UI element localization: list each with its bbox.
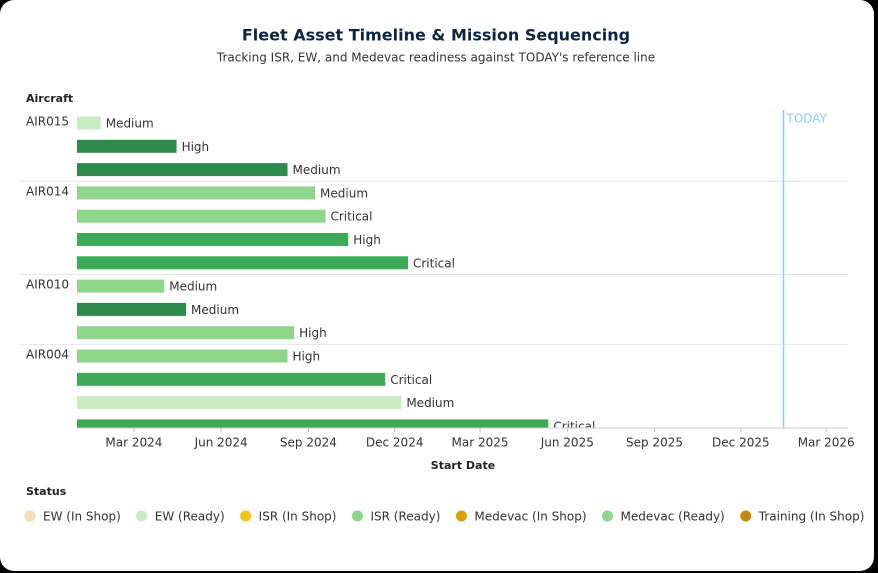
chart-subtitle: Tracking ISR, EW, and Medevac readiness …: [216, 51, 655, 65]
x-tick-label: Mar 2024: [105, 436, 162, 450]
bar-label: Critical: [330, 210, 372, 224]
plot-area: Medium High Medium Medium Critical High Critic…: [77, 116, 595, 433]
legend-label: Medevac (In Shop): [474, 510, 586, 524]
bar-label: High: [293, 350, 321, 364]
bar: [77, 302, 187, 316]
legend-label: Medevac (Ready): [621, 510, 725, 524]
bar: [77, 349, 288, 363]
legend-marker: [351, 510, 363, 522]
bar: [77, 209, 326, 223]
chart-title: Fleet Asset Timeline & Mission Sequencin…: [242, 26, 630, 45]
x-tick-label: Mar 2025: [452, 436, 509, 450]
x-tick-label: Mar 2026: [798, 436, 855, 450]
bar-label: Critical: [390, 373, 432, 387]
y-tick-label: AIR010: [26, 278, 69, 292]
x-axis-title: Start Date: [431, 459, 495, 472]
legend-label: Training (In Shop): [758, 510, 865, 524]
legend-label: EW (Ready): [155, 510, 225, 524]
today-label: TODAY: [786, 112, 828, 126]
legend-marker: [602, 510, 614, 522]
bar-label: Medium: [169, 280, 217, 294]
y-axis-title: Aircraft: [26, 92, 73, 105]
bar: [77, 396, 402, 410]
bar-label: Medium: [191, 303, 239, 317]
bar: [77, 116, 101, 130]
legend-title: Status: [26, 485, 67, 498]
bar: [77, 326, 295, 340]
x-tick-label: Sep 2025: [626, 436, 683, 450]
legend-marker: [240, 510, 252, 522]
legend-label: EW (In Shop): [43, 510, 121, 524]
bar: [77, 372, 386, 386]
y-tick-label: AIR004: [26, 348, 69, 362]
bar-label: Medium: [406, 396, 454, 410]
legend-label: ISR (Ready): [370, 510, 440, 524]
y-tick-label: AIR014: [26, 184, 69, 198]
bar-label: Medium: [106, 117, 154, 131]
legend-marker: [740, 510, 752, 522]
bar: [77, 419, 549, 428]
bar-label: High: [299, 326, 327, 340]
x-tick-label: Jun 2025: [540, 436, 594, 450]
x-tick-label: Sep 2024: [280, 436, 337, 450]
bar-label: Medium: [320, 186, 368, 200]
bar: [77, 163, 288, 177]
legend-label: ISR (In Shop): [259, 510, 337, 524]
y-tick-label: AIR015: [26, 115, 69, 129]
legend-marker: [24, 510, 36, 522]
bar: [77, 279, 165, 293]
bar-label: High: [182, 140, 210, 154]
legend-marker: [455, 510, 467, 522]
x-tick-label: Dec 2025: [712, 436, 770, 450]
bar: [77, 256, 408, 270]
bar: [77, 233, 349, 246]
x-tick-label: Dec 2024: [366, 436, 424, 450]
bar: [77, 186, 316, 200]
bar-label: Medium: [293, 163, 341, 177]
x-tick-label: Jun 2024: [194, 436, 248, 450]
bar: [77, 139, 177, 153]
legend-marker: [136, 510, 148, 522]
bar-label: Critical: [413, 256, 455, 270]
bar-label: High: [353, 233, 381, 247]
bar-label: Critical: [553, 419, 595, 433]
